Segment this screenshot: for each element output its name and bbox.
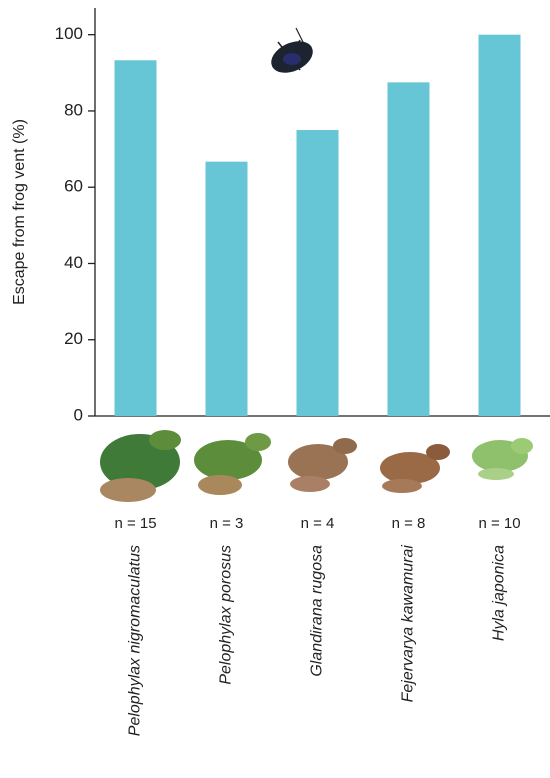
bar bbox=[296, 130, 339, 417]
n-label: n = 15 bbox=[114, 515, 156, 532]
y-tick-label: 0 bbox=[74, 405, 83, 424]
bar bbox=[387, 82, 430, 417]
n-label: n = 10 bbox=[478, 515, 520, 532]
x-tick-label: Pelophylax nigromaculatus bbox=[127, 545, 144, 736]
y-tick-label: 80 bbox=[64, 100, 83, 119]
beetle-illustration bbox=[271, 27, 313, 73]
n-label: n = 3 bbox=[210, 515, 244, 532]
y-tick-label: 60 bbox=[64, 177, 83, 196]
n-label: n = 4 bbox=[301, 515, 335, 532]
x-tick-label: Hyla japonica bbox=[491, 545, 508, 641]
x-tick-label: Glandirana rugosa bbox=[309, 545, 326, 677]
y-tick-label: 40 bbox=[64, 253, 83, 272]
y-axis-label: Escape from frog vent (%) bbox=[11, 119, 28, 305]
y-tick-label: 20 bbox=[64, 329, 83, 348]
bar bbox=[205, 161, 248, 416]
n-label: n = 8 bbox=[392, 515, 426, 532]
y-tick-label: 100 bbox=[55, 24, 83, 43]
frog-illustrations bbox=[100, 430, 533, 502]
x-tick-label: Pelophylax porosus bbox=[218, 545, 235, 685]
bar bbox=[478, 34, 521, 416]
x-tick-label: Fejervarya kawamurai bbox=[400, 545, 417, 703]
bar bbox=[114, 60, 157, 416]
